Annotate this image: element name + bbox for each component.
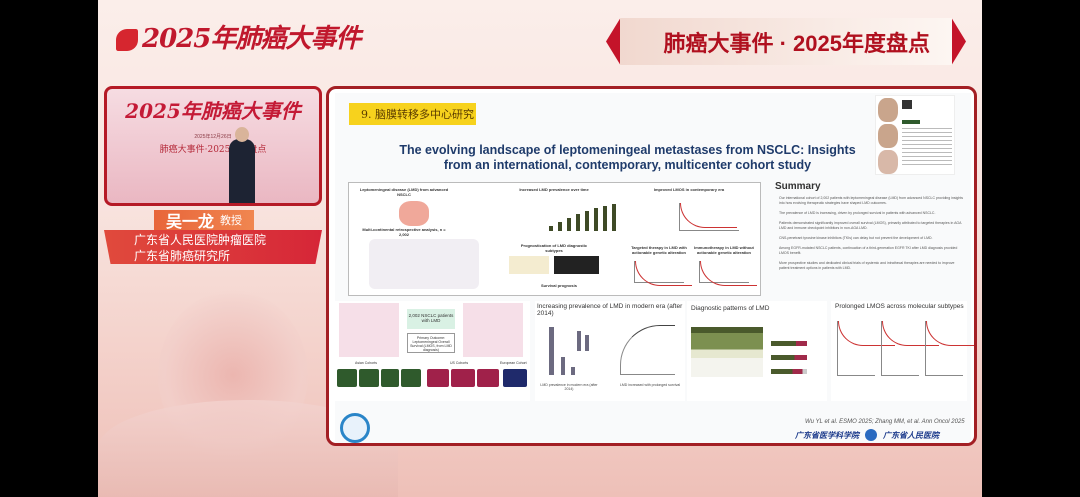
prevalence-bars (549, 201, 616, 231)
cohort-box (381, 369, 399, 387)
slide-panel: 9. 脑膜转移多中心研究 The evolving landscape of l… (326, 86, 977, 446)
hospital-emblem-icon (865, 429, 877, 441)
cohort-box (451, 369, 475, 387)
cohort-group-label: Asian Cohorts (355, 361, 377, 365)
caption: LMD increased with prolonged survival (619, 383, 681, 387)
summary-item: Among EGFR-mutated NSCLC patients, conti… (779, 246, 958, 255)
summary-item: Our international cohort of 2,002 patien… (779, 196, 964, 205)
society-emblem (340, 413, 370, 443)
prevalence-title: Increasing prevalence of LMD in modern e… (537, 303, 683, 317)
ga-label: Leptomeningeal disease (LMD) from advanc… (359, 187, 449, 197)
summary-item: More prospective studies and dedicated c… (779, 261, 955, 270)
bar (561, 357, 565, 375)
km-curve (634, 261, 692, 286)
author-photo (878, 98, 898, 122)
slide-title-line2: from an international, contemporary, mul… (443, 158, 812, 172)
summary-item: Patients demonstrated significantly impr… (779, 221, 962, 230)
lung-illustration (399, 201, 429, 226)
cohort-group-label: US Cohorts (450, 361, 469, 365)
diagnostic-panel: Diagnostic patterns of LMD (687, 301, 827, 401)
speaker-video: 2025年肺癌大事件 2025年12月26日 肺癌大事件·2025年度盘点 (104, 86, 322, 206)
summary-item: The prevalence of LMD is increasing, dri… (779, 211, 936, 215)
km-curve (679, 203, 739, 231)
ga-label: Targeted therapy in LMD with actionable … (631, 245, 687, 255)
citation: Wu YL et al. ESMO 2025; Zhang MM, et al.… (805, 419, 965, 425)
affiliation-1: 广东省人民医院肿瘤医院 (134, 233, 267, 247)
speaker-affiliations: 广东省人民医院肿瘤医院 广东省肺癌研究所 (104, 230, 322, 264)
bar (549, 327, 554, 375)
slide-tag: 9. 脑膜转移多中心研究 (349, 103, 476, 125)
stage-date: 2025年12月26日 (194, 134, 232, 140)
author-photo (878, 124, 898, 148)
slide: 9. 脑膜转移多中心研究 The evolving landscape of l… (335, 93, 974, 443)
affiliation-2: 广东省肺癌研究所 (134, 249, 231, 263)
journal-logo (902, 100, 912, 109)
ga-label: Increased LMD prevalence over time (519, 187, 589, 192)
km-curve (837, 321, 895, 376)
survival-title: Prolonged LMOS across molecular subtypes (835, 303, 964, 310)
diagnostic-title: Diagnostic patterns of LMD (691, 305, 770, 312)
speaker-name: 吴一龙 (166, 214, 215, 231)
author-photo (878, 150, 898, 174)
event-logo-text: 2025年肺癌大事件 (142, 24, 361, 54)
cohort-center: 2,002 NSCLC patients with LMD (407, 309, 455, 329)
speaker-figure (229, 127, 255, 203)
ga-label: Improved LMOS in contemporary era (653, 187, 725, 192)
cohort-box (427, 369, 449, 387)
bar (585, 335, 589, 351)
ga-label: Survival prognosis (540, 283, 577, 288)
journal-thumbnail (875, 95, 955, 175)
speaker-name-tag: 吴一龙 教授 (154, 210, 255, 231)
cohort-box (477, 369, 499, 387)
hospital-logo: 广东省人民医院 (883, 429, 939, 440)
cohort-box (359, 369, 379, 387)
ga-image (509, 256, 549, 274)
stage-subtitle: 肺癌大事件·2025年度盘点 (159, 145, 267, 155)
diagnostic-table (691, 327, 763, 377)
event-logo: 2025年肺癌大事件 (116, 18, 361, 55)
event-banner: 肺癌大事件 · 2025年度盘点 (606, 18, 966, 65)
prevalence-panel: Increasing prevalence of LMD in modern e… (535, 301, 685, 401)
slide-title-line1: The evolving landscape of leptomeningeal… (399, 143, 856, 157)
treatment-history-box (463, 303, 523, 357)
survival-panel: Prolonged LMOS across molecular subtypes (831, 301, 974, 401)
patient-characteristics-box (339, 303, 399, 357)
summary-heading: Summary (775, 181, 821, 192)
stacked-bar (771, 341, 807, 346)
flag-icon (116, 29, 138, 51)
slide-title: The evolving landscape of leptomeningeal… (375, 143, 880, 173)
ga-label: Prognostication of LMD diagnostic subtyp… (520, 243, 588, 253)
cohort-box (401, 369, 421, 387)
academy-logo: 广东省医学科学院 (795, 429, 859, 440)
primary-outcome: Primary Outcome: Leptomeningeal Overall … (407, 333, 455, 353)
cohort-panel: 2,002 NSCLC patients with LMD Primary Ou… (335, 301, 530, 401)
bar (571, 367, 575, 375)
summary: Summary Our international cohort of 2,00… (775, 181, 965, 276)
world-map (369, 239, 479, 289)
graphical-abstract: Leptomeningeal disease (LMD) from advanc… (348, 182, 761, 296)
km-curve (699, 261, 757, 286)
bar (577, 331, 581, 351)
journal-label (902, 120, 920, 124)
km-curve (925, 321, 974, 376)
cohort-box (503, 369, 527, 387)
cohort-box (337, 369, 357, 387)
event-banner-text: 肺癌大事件 · 2025年度盘点 (663, 30, 931, 56)
cumulative-curve (620, 325, 675, 375)
footer-logos: 广东省医学科学院 广东省人民医院 (795, 429, 939, 441)
caption: LMD prevalence in modern era (after 2014… (540, 383, 598, 391)
summary-item: CNS-penetrant tyrosine kinase inhibitors… (779, 236, 933, 240)
ga-label: Immunotherapy in LMD without actionable … (694, 245, 754, 255)
speaker-title: 教授 (220, 215, 243, 227)
cohort-group-label: European Cohort (500, 361, 527, 365)
stacked-bar (771, 355, 807, 360)
video-frame: 2025年肺癌大事件 肺癌大事件 · 2025年度盘点 2025年肺癌大事件 2… (98, 0, 982, 497)
ga-label: Multi-continental retrospective analysis… (362, 227, 446, 237)
stage-title: 2025年肺癌大事件 (125, 99, 301, 123)
speaker-nameplate: 广东省人民医院肿瘤医院 广东省肺癌研究所 吴一龙 教授 (104, 210, 322, 264)
abstract-text (902, 128, 952, 168)
mri-image (554, 256, 599, 274)
km-curve (881, 321, 939, 376)
stacked-bar (771, 369, 807, 374)
